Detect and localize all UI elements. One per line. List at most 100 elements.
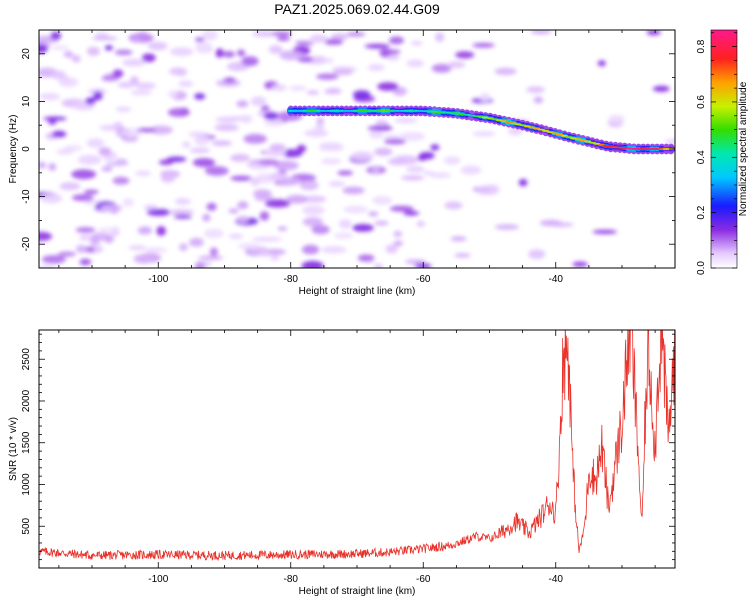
noise-patch (431, 63, 452, 73)
noise-patch (374, 221, 389, 226)
noise-patch (321, 158, 342, 165)
noise-patch (273, 160, 299, 171)
noise-patch (343, 205, 368, 214)
noise-patch (189, 237, 204, 247)
noise-patch (271, 84, 287, 92)
noise-patch (79, 258, 92, 266)
ridge-segment (546, 131, 555, 134)
noise-patch (241, 56, 259, 66)
spectrogram-signal-ridge (287, 105, 675, 155)
noise-patch (264, 199, 291, 208)
noise-patch (137, 226, 153, 235)
noise-patch (243, 133, 267, 144)
noise-patch (198, 255, 224, 260)
noise-patch (195, 37, 205, 42)
noise-patch (264, 249, 286, 255)
snr-x-ticks: -100 -80 -60 -40 (58, 330, 656, 585)
noise-patch (316, 73, 339, 80)
noise-patch (253, 189, 272, 199)
noise-patch (98, 227, 119, 233)
noise-patch (166, 156, 187, 163)
noise-patch (104, 45, 113, 51)
noise-patch (167, 108, 190, 117)
noise-patch (39, 44, 48, 54)
noise-patch (104, 234, 114, 244)
noise-patch (39, 161, 47, 169)
noise-patch (79, 234, 93, 241)
noise-patch (134, 170, 152, 177)
colorbar-ticks: 0.0 0.2 0.4 0.6 0.8 (696, 32, 737, 275)
noise-patch (117, 128, 143, 137)
noise-patch (202, 213, 211, 222)
spectrogram-y-tick-label: -10 (21, 189, 32, 204)
noise-patch (430, 144, 440, 151)
noise-patch (236, 49, 246, 57)
noise-patch (146, 208, 171, 216)
noise-patch (141, 53, 156, 63)
noise-patch (258, 159, 280, 166)
noise-patch (324, 39, 344, 45)
noise-patch (383, 134, 401, 140)
noise-patch (301, 260, 324, 268)
colorbar-tick-label: 0.4 (696, 150, 707, 164)
noise-patch (130, 37, 143, 43)
noise-patch (268, 45, 283, 54)
noise-patch (214, 123, 240, 132)
noise-patch (236, 100, 249, 108)
noise-patch (192, 158, 216, 168)
noise-patch (48, 163, 57, 171)
noise-patch (262, 236, 283, 242)
noise-patch (195, 41, 212, 49)
noise-patch (156, 226, 166, 236)
snr-y-tick-label: 1000 (21, 473, 32, 496)
noise-patch (367, 125, 393, 132)
noise-patch (406, 166, 425, 173)
noise-patch (389, 205, 414, 212)
noise-patch (393, 240, 403, 247)
noise-patch (279, 50, 303, 61)
noise-patch (228, 233, 244, 239)
noise-patch (50, 31, 62, 40)
noise-patch (115, 106, 132, 113)
spectrogram-x-label: Height of straight line (km) (299, 286, 416, 297)
noise-patch (89, 236, 100, 246)
noise-patch (256, 173, 274, 184)
noise-patch (215, 116, 240, 123)
noise-patch (419, 151, 435, 160)
noise-patch (223, 77, 236, 83)
noise-patch (394, 118, 418, 123)
noise-patch (371, 167, 381, 173)
noise-patch (182, 141, 191, 148)
noise-patch (136, 128, 157, 133)
noise-patch (112, 69, 124, 78)
spectrogram-x-tick-label: -60 (416, 274, 431, 285)
noise-patch (316, 117, 325, 125)
noise-patch (83, 189, 99, 195)
noise-patch (400, 175, 425, 181)
noise-patch (51, 70, 66, 80)
noise-patch (122, 198, 134, 207)
noise-patch (338, 219, 352, 229)
noise-patch (572, 261, 588, 268)
noise-patch (321, 246, 347, 254)
noise-patch (58, 77, 79, 87)
colorbar-tick-label: 0.0 (696, 261, 707, 275)
noise-patch (367, 64, 385, 71)
noise-patch (269, 254, 280, 261)
noise-patch (410, 41, 423, 46)
colorbar-tick-label: 0.6 (696, 95, 707, 109)
noise-patch (416, 220, 426, 227)
noise-patch (98, 147, 112, 156)
noise-patch (112, 176, 130, 185)
noise-patch (494, 67, 517, 75)
noise-patch (209, 247, 218, 257)
noise-patch (75, 245, 87, 253)
noise-patch (454, 253, 471, 258)
noise-patch (109, 204, 120, 214)
snr-frame (38, 329, 676, 569)
snr-x-tick-label: -80 (284, 574, 299, 585)
noise-patch (460, 165, 482, 175)
noise-patch (368, 211, 379, 217)
noise-patch (278, 177, 302, 186)
noise-patch (387, 54, 400, 61)
